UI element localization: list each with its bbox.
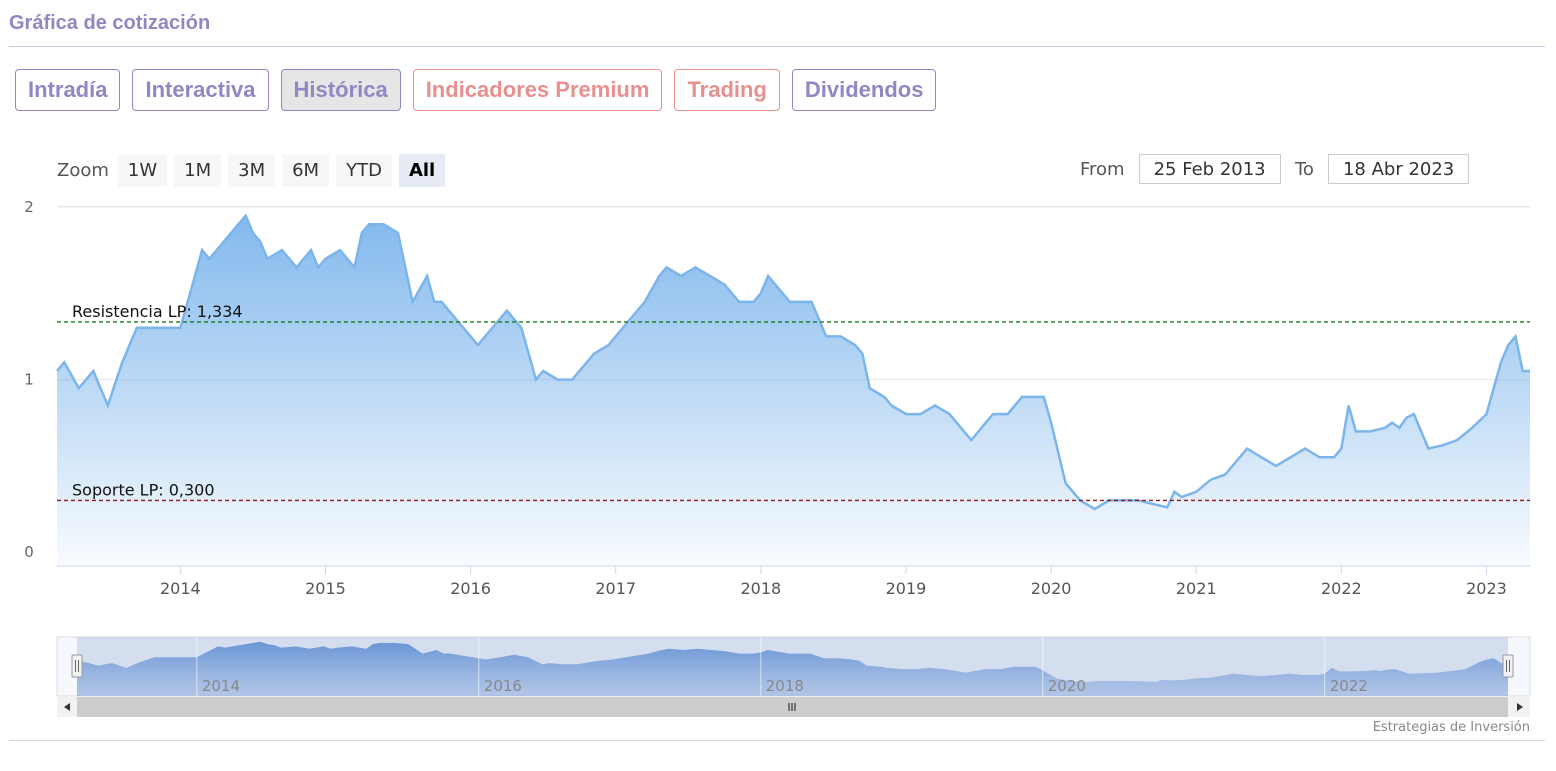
navigator-mask xyxy=(77,637,1508,696)
navigator-year-label: 2020 xyxy=(1048,677,1086,695)
range-from-input[interactable]: 25 Feb 2013 xyxy=(1138,154,1281,184)
navigator-year-label: 2016 xyxy=(484,677,522,695)
resistance-label: Resistencia LP: 1,334 xyxy=(72,302,243,321)
scroll-left-arrow-icon[interactable] xyxy=(64,703,70,711)
navigator-right-handle[interactable] xyxy=(1502,654,1514,678)
x-tick-label: 2014 xyxy=(160,579,201,598)
tab-indicadores-premium[interactable]: Indicadores Premium xyxy=(412,69,663,111)
range-to: To 18 Abr 2023 xyxy=(1295,154,1470,184)
x-tick-label: 2017 xyxy=(595,579,636,598)
navigator-left-handle[interactable] xyxy=(71,654,83,678)
x-tick-label: 2020 xyxy=(1031,579,1072,598)
bottom-divider xyxy=(9,740,1545,741)
range-to-input[interactable]: 18 Abr 2023 xyxy=(1327,154,1470,184)
price-area xyxy=(57,215,1530,566)
x-tick-label: 2015 xyxy=(305,579,346,598)
zoom-ytd-button[interactable]: YTD xyxy=(336,154,392,187)
zoom-selector: Zoom 1W 1M 3M 6M YTD All xyxy=(57,154,446,187)
tab-interactiva[interactable]: Interactiva xyxy=(132,69,269,111)
zoom-6m-button[interactable]: 6M xyxy=(282,154,330,187)
zoom-1w-button[interactable]: 1W xyxy=(117,154,168,187)
page-title: Gráfica de cotización xyxy=(9,12,211,34)
zoom-label: Zoom xyxy=(57,160,109,181)
tab-historica[interactable]: Histórica xyxy=(280,69,401,111)
range-from-label: From xyxy=(1080,158,1125,180)
y-tick-label: 1 xyxy=(24,371,34,389)
x-tick-label: 2019 xyxy=(886,579,927,598)
range-to-label: To xyxy=(1295,158,1314,180)
x-tick-label: 2023 xyxy=(1466,579,1507,598)
x-tick-label: 2016 xyxy=(450,579,491,598)
scroll-right-arrow-icon[interactable] xyxy=(1517,703,1523,711)
navigator-area xyxy=(77,641,1508,696)
x-tick-label: 2018 xyxy=(740,579,781,598)
zoom-1m-button[interactable]: 1M xyxy=(174,154,222,187)
zoom-all-button[interactable]: All xyxy=(398,154,446,187)
chart-credit[interactable]: Estrategias de Inversión xyxy=(1372,720,1530,735)
tab-trading[interactable]: Trading xyxy=(674,69,780,111)
x-tick-label: 2022 xyxy=(1321,579,1362,598)
zoom-3m-button[interactable]: 3M xyxy=(228,154,276,187)
y-tick-label: 0 xyxy=(24,543,34,561)
y-tick-label: 2 xyxy=(24,198,34,216)
navigator-year-label: 2014 xyxy=(202,677,240,695)
support-label: Soporte LP: 0,300 xyxy=(72,480,215,499)
chart-tabs: Intradía Interactiva Histórica Indicador… xyxy=(15,69,937,111)
x-tick-label: 2021 xyxy=(1176,579,1217,598)
range-from: From 25 Feb 2013 xyxy=(1080,154,1281,184)
navigator-year-label: 2022 xyxy=(1330,677,1368,695)
navigator: 2014 2016 2018 2020 2022 xyxy=(56,636,1531,717)
tab-dividendos[interactable]: Dividendos xyxy=(791,69,937,111)
navigator-year-label: 2018 xyxy=(766,677,804,695)
tab-intradia[interactable]: Intradía xyxy=(15,69,121,111)
title-divider xyxy=(9,46,1545,47)
price-line xyxy=(56,213,1530,511)
